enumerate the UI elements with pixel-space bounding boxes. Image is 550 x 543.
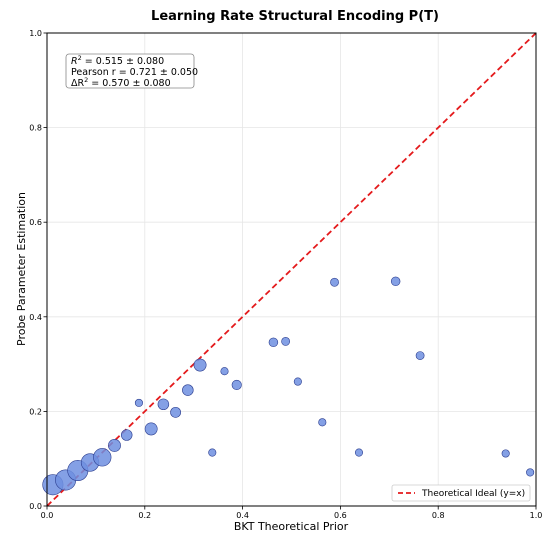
y-tick-label: 0.8 <box>29 124 42 133</box>
data-point-24 <box>501 449 510 458</box>
reference-line <box>46 32 537 507</box>
data-point-12 <box>193 358 207 372</box>
data-point-23 <box>415 351 425 360</box>
chart-title: Learning Rate Structural Encoding P(T) <box>151 9 439 24</box>
data-point-10 <box>170 406 182 418</box>
data-point-19 <box>318 418 327 427</box>
data-point-18 <box>293 377 302 386</box>
x-axis-label: BKT Theoretical Prior <box>234 520 349 533</box>
legend: Theoretical Ideal (y=x) <box>391 484 531 502</box>
stat-pearson-r: Pearson r = 0.721 ± 0.050 <box>71 67 198 78</box>
y-tick-label: 0.0 <box>29 502 42 511</box>
data-point-13 <box>208 448 217 457</box>
data-point-16 <box>268 337 279 348</box>
data-point-4 <box>93 448 112 467</box>
data-point-21 <box>354 448 364 457</box>
stat-delta-r-squared: ΔR2 = 0.570 ± 0.080 <box>71 76 171 89</box>
y-tick-label: 0.2 <box>29 407 42 416</box>
x-tick-label: 1.0 <box>530 511 543 520</box>
data-point-14 <box>220 367 229 376</box>
x-tick-label: 0.2 <box>138 511 151 520</box>
y-axis-label: Probe Parameter Estimation <box>15 192 28 346</box>
data-point-22 <box>390 276 401 287</box>
legend-reference-line-label: Theoretical Ideal (y=x) <box>421 489 525 499</box>
x-axis-ticks: 0.0 0.2 0.4 0.6 0.8 1.0 <box>41 506 543 520</box>
y-tick-label: 0.6 <box>29 218 42 227</box>
x-tick-label: 0.6 <box>334 511 347 520</box>
stats-annotation-box: R2 = 0.515 ± 0.080 Pearson r = 0.721 ± 0… <box>65 53 198 89</box>
y-tick-label: 1.0 <box>29 29 42 38</box>
data-point-11 <box>182 384 194 396</box>
data-point-8 <box>144 422 158 436</box>
x-tick-label: 0.8 <box>432 511 445 520</box>
y-axis-ticks: 0.0 0.2 0.4 0.6 0.8 1.0 <box>29 29 47 511</box>
data-point-17 <box>281 337 291 346</box>
x-tick-label: 0.0 <box>41 511 54 520</box>
data-point-20 <box>330 277 339 287</box>
data-points <box>42 276 535 496</box>
legend-frame <box>391 484 531 502</box>
data-point-5 <box>108 439 121 452</box>
y-tick-label: 0.4 <box>29 313 42 322</box>
data-point-9 <box>157 398 170 411</box>
stats-box-frame <box>65 53 195 89</box>
data-point-15 <box>231 379 242 390</box>
data-point-7 <box>134 398 143 407</box>
data-point-25 <box>526 468 535 477</box>
stat-r-squared: R2 = 0.515 ± 0.080 <box>71 54 164 67</box>
x-tick-label: 0.4 <box>236 511 249 520</box>
plot-frame <box>46 32 537 507</box>
data-point-6 <box>120 429 133 441</box>
